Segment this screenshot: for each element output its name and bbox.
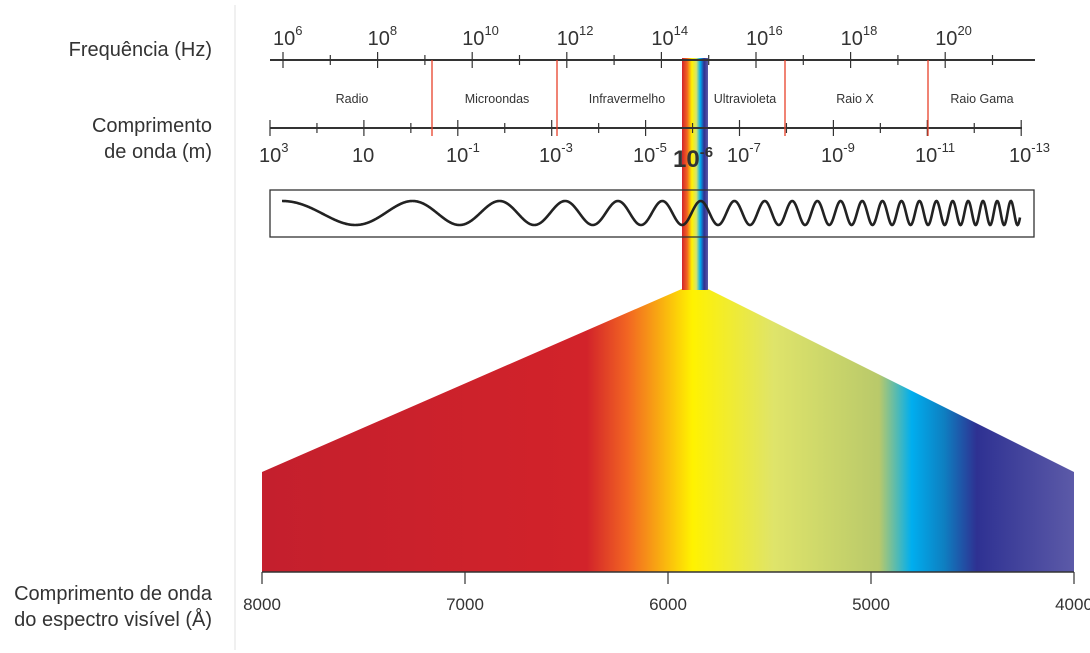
waveform-curve — [282, 199, 1022, 227]
wavelength-tick-label: 10-3 — [539, 140, 573, 167]
visible-light-strip — [682, 58, 708, 290]
wavelength-tick-label: 10-1 — [446, 140, 480, 167]
region-label-radio: Radio — [336, 92, 369, 106]
wavelength-axis-label-line1: Comprimento — [92, 115, 212, 137]
visible-scale-tick-label: 4000 — [1055, 595, 1090, 614]
visible-axis-label-line2: do espectro visível (Å) — [14, 608, 212, 631]
wavelength-tick-label: 10-11 — [915, 140, 955, 167]
frequency-tick-label: 1014 — [651, 23, 688, 50]
frequency-tick-label: 106 — [273, 23, 302, 50]
frequency-tick-label: 108 — [368, 23, 397, 50]
visible-scale-tick-label: 7000 — [446, 595, 484, 614]
wavelength-tick-label: 10 — [352, 145, 374, 167]
wavelength-tick-label: 103 — [259, 140, 288, 167]
frequency-tick-label: 1016 — [746, 23, 783, 50]
frequency-tick-label: 1018 — [841, 23, 878, 50]
wavelength-ticks: 103 10 10-1 10-3 10-5 10-7 10-9 10-11 10-13 — [259, 120, 1050, 167]
visible-scale-tick-label: 6000 — [649, 595, 687, 614]
region-dividers — [431, 60, 929, 136]
frequency-ticks: 106 108 1010 1012 1014 1016 1018 1020 — [273, 23, 994, 68]
region-label-gamma: Raio Gama — [950, 92, 1013, 106]
visible-wavelength-tick: 10-6 — [673, 144, 713, 173]
frequency-tick-label: 1012 — [557, 23, 594, 50]
region-label-infrared: Infravermelho — [589, 92, 665, 106]
frequency-tick-label: 1010 — [462, 23, 499, 50]
visible-spectrum-band — [262, 472, 1074, 572]
waveform-box — [269, 189, 1035, 238]
visible-spectrum-fan — [262, 288, 1074, 472]
wavelength-axis-label-line2: de onda (m) — [104, 141, 212, 163]
frequency-tick-label: 1020 — [935, 23, 972, 50]
visible-scale-tick-label: 8000 — [243, 595, 281, 614]
visible-scale-ticks: 8000 7000 6000 5000 4000 — [243, 572, 1090, 614]
region-label-xray: Raio X — [836, 92, 874, 106]
frequency-axis-label: Frequência (Hz) — [69, 39, 212, 61]
region-label-microwave: Microondas — [465, 92, 530, 106]
wavelength-tick-label: 10-7 — [727, 140, 761, 167]
visible-scale-tick-label: 5000 — [852, 595, 890, 614]
region-label-ultraviolet: Ultravioleta — [714, 92, 777, 106]
wavelength-tick-label: 10-5 — [633, 140, 667, 167]
visible-axis-label-line1: Comprimento de onda — [14, 583, 213, 605]
wavelength-tick-label: 10-9 — [821, 140, 855, 167]
wavelength-tick-label: 10-13 — [1009, 140, 1050, 167]
